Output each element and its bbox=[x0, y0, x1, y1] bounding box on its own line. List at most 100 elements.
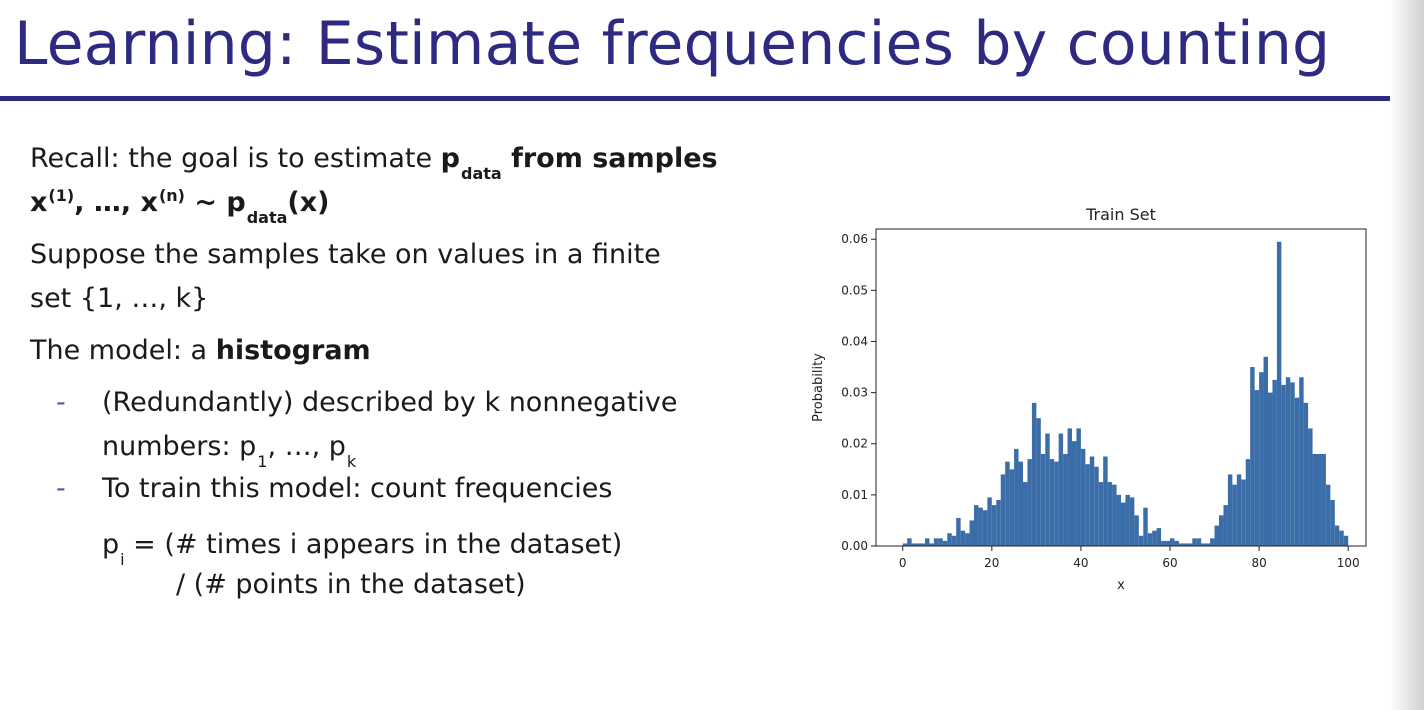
y-axis-label: Probability bbox=[811, 353, 826, 422]
histogram-bar bbox=[1196, 538, 1202, 546]
numbers-text: numbers: p bbox=[102, 431, 257, 462]
bullet-2-line: - To train this model: count frequencies bbox=[56, 466, 612, 512]
histogram-bar bbox=[1045, 433, 1050, 546]
histogram-bar bbox=[1121, 502, 1126, 546]
histogram-bar bbox=[1325, 484, 1331, 546]
histogram-bar bbox=[1152, 530, 1157, 546]
histogram-bar bbox=[1085, 464, 1090, 546]
histogram-bar bbox=[1343, 535, 1349, 546]
x-tick-label: 0 bbox=[899, 556, 907, 570]
histogram-bar bbox=[1276, 241, 1282, 546]
y-tick-label: 0.04 bbox=[841, 334, 868, 348]
histogram-bar bbox=[1000, 474, 1006, 546]
histogram-bar bbox=[911, 543, 917, 546]
histogram-bar bbox=[1027, 459, 1032, 546]
histogram-bar bbox=[1036, 418, 1041, 546]
histogram-bar bbox=[969, 520, 974, 546]
histogram-bar bbox=[1308, 428, 1313, 546]
histogram-bar bbox=[1040, 453, 1046, 546]
histogram-bar bbox=[920, 543, 925, 546]
histogram-bar bbox=[1232, 484, 1237, 546]
histogram-bar bbox=[938, 538, 943, 546]
x-axis-label: x bbox=[1117, 578, 1125, 593]
p-symbol-2: p bbox=[226, 187, 246, 218]
histogram-bar bbox=[991, 505, 997, 546]
histogram-bar bbox=[951, 535, 957, 546]
model-text: The model: a bbox=[30, 335, 216, 366]
histogram-bar bbox=[974, 505, 979, 546]
histogram-bar bbox=[982, 510, 988, 546]
histogram-bar bbox=[1227, 474, 1233, 546]
x-tick-label: 80 bbox=[1251, 556, 1266, 570]
histogram-bar bbox=[1241, 479, 1246, 546]
histogram-bar bbox=[1072, 441, 1077, 546]
histogram-bar bbox=[907, 538, 912, 546]
histogram-bar bbox=[1134, 515, 1139, 546]
histogram-bar bbox=[1023, 482, 1028, 546]
y-tick-label: 0.03 bbox=[841, 386, 868, 400]
histogram-bar bbox=[978, 507, 983, 546]
histogram-bar bbox=[1272, 379, 1277, 546]
histogram-bar bbox=[1187, 543, 1193, 546]
y-tick-label: 0.02 bbox=[841, 437, 868, 451]
histogram-chart: 0.00 0.01 0.02 0.03 0.04 0.05 0.06 0 20 40 60 80 10… bbox=[811, 205, 1367, 593]
histogram-bar bbox=[1299, 377, 1304, 546]
chart-title: Train Set bbox=[1085, 205, 1156, 224]
histogram-bar bbox=[1165, 540, 1170, 546]
subscript-1: 1 bbox=[257, 452, 268, 471]
histogram-bar bbox=[1192, 538, 1197, 546]
histogram-bar bbox=[1089, 456, 1095, 546]
histogram-bars bbox=[902, 241, 1349, 546]
histogram-bar bbox=[1080, 448, 1086, 546]
tilde-text: ~ bbox=[184, 187, 227, 218]
bullet-1-text: (Redundantly) described by k nonnegative bbox=[102, 387, 678, 418]
ellipsis-p-text: , …, p bbox=[267, 431, 346, 462]
histogram-bar bbox=[1054, 461, 1059, 546]
histogram-bar bbox=[956, 517, 961, 546]
histogram-bar bbox=[1210, 538, 1215, 546]
y-tick-label: 0.05 bbox=[841, 283, 868, 297]
histogram-bar bbox=[1125, 494, 1130, 546]
ellipsis-text: , …, bbox=[74, 187, 141, 218]
histogram-bar bbox=[1170, 538, 1175, 546]
histogram-bar bbox=[1339, 530, 1344, 546]
title-divider bbox=[0, 96, 1390, 101]
histogram-bar bbox=[929, 543, 934, 546]
superscript-n: (n) bbox=[158, 186, 185, 205]
x-tick-label: 20 bbox=[984, 556, 999, 570]
histogram-bar bbox=[1112, 484, 1117, 546]
histogram-bar bbox=[1281, 384, 1286, 546]
histogram-bar bbox=[1183, 543, 1188, 546]
histogram-bar bbox=[933, 538, 939, 546]
recall-line: Recall: the goal is to estimate pdata fr… bbox=[30, 136, 718, 185]
histogram-bar bbox=[1312, 453, 1317, 546]
histogram-bar bbox=[1049, 459, 1055, 546]
paren-x-text: (x) bbox=[287, 187, 330, 218]
histogram-bar bbox=[925, 538, 930, 546]
histogram-bar bbox=[1178, 543, 1184, 546]
histogram-bar bbox=[1317, 453, 1322, 546]
histogram-bar bbox=[1334, 525, 1340, 546]
histogram-bar bbox=[1098, 482, 1104, 546]
histogram-bar bbox=[1094, 466, 1099, 546]
histogram-bar bbox=[1254, 390, 1260, 546]
histogram-bar bbox=[1009, 469, 1015, 546]
histogram-bar bbox=[1014, 448, 1019, 546]
histogram-bold: histogram bbox=[215, 335, 371, 366]
formula-line-1: pi = (# times i appears in the dataset) bbox=[102, 522, 622, 571]
from-samples-text: from samples bbox=[501, 143, 718, 174]
histogram-bar bbox=[1031, 402, 1037, 546]
histogram-bar bbox=[1063, 453, 1068, 546]
suppose-line-2: set {1, …, k} bbox=[30, 283, 209, 314]
bullet-1-line-2: numbers: p1, …, pk bbox=[102, 424, 356, 473]
p-symbol: p bbox=[440, 143, 460, 174]
histogram-bar bbox=[1147, 533, 1153, 546]
formula-line-2: / (# points in the dataset) bbox=[176, 569, 526, 600]
histogram-bar bbox=[916, 543, 921, 546]
y-tick-label: 0.06 bbox=[841, 232, 868, 246]
histogram-bar bbox=[1005, 461, 1010, 546]
histogram-bar bbox=[1103, 456, 1108, 546]
x-axis: 0 20 40 60 80 100 bbox=[899, 546, 1360, 570]
x-tick-label: 60 bbox=[1162, 556, 1177, 570]
data-subscript-2: data bbox=[246, 208, 288, 227]
